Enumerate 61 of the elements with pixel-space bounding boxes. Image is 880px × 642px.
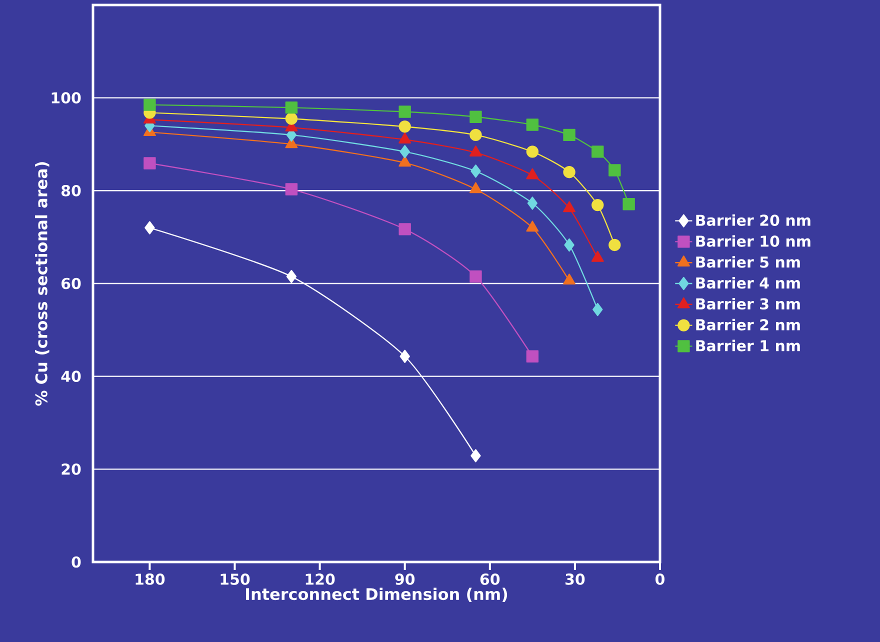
point xyxy=(469,182,482,194)
point xyxy=(563,201,576,212)
legend-label: Barrier 1 nm xyxy=(696,340,800,352)
point xyxy=(470,164,481,178)
point xyxy=(526,168,539,180)
point xyxy=(398,132,412,144)
point xyxy=(564,238,574,252)
legend-label: Barrier 4 nm xyxy=(696,277,800,289)
point xyxy=(563,128,576,142)
point xyxy=(286,270,297,284)
point xyxy=(285,183,298,196)
point xyxy=(470,128,482,142)
point xyxy=(144,98,156,111)
point xyxy=(144,157,156,170)
point xyxy=(591,250,604,262)
point xyxy=(622,198,635,210)
point xyxy=(527,196,538,210)
point xyxy=(608,164,621,176)
y-tick-label: 0 xyxy=(72,556,81,568)
point xyxy=(469,146,482,156)
point xyxy=(526,118,539,131)
y-tick-label: 60 xyxy=(62,278,81,290)
point xyxy=(563,274,576,285)
point xyxy=(285,101,298,114)
point xyxy=(526,146,539,158)
x-tick-label: 120 xyxy=(306,574,335,585)
point xyxy=(398,156,412,167)
point xyxy=(470,270,482,283)
point xyxy=(592,146,604,158)
point xyxy=(398,120,411,133)
legend-label: Barrier 10 nm xyxy=(696,235,810,247)
y-tick-label: 20 xyxy=(62,463,81,475)
point xyxy=(592,198,604,212)
x-tick-label: 30 xyxy=(566,574,585,585)
y-tick-label: 100 xyxy=(52,92,81,104)
point xyxy=(398,223,411,236)
point xyxy=(144,221,155,234)
legend-label: Barrier 20 nm xyxy=(696,214,810,226)
legend-label: Barrier 2 nm xyxy=(696,318,800,330)
x-tick-label: 90 xyxy=(395,574,415,585)
y-axis-title: % Cu (cross sectional area) xyxy=(35,162,50,406)
x-tick-label: 60 xyxy=(480,574,500,585)
point xyxy=(400,350,410,363)
point xyxy=(608,238,621,252)
legend-label: Barrier 5 nm xyxy=(696,256,800,268)
point xyxy=(526,220,539,232)
point xyxy=(400,145,410,158)
point xyxy=(563,166,576,178)
point xyxy=(592,302,603,316)
point xyxy=(526,350,539,362)
x-tick-label: 150 xyxy=(220,574,250,585)
legend-label: Barrier 3 nm xyxy=(696,298,800,310)
y-tick-label: 40 xyxy=(61,370,81,382)
point xyxy=(285,112,298,125)
x-tick-label: 0 xyxy=(656,574,664,585)
x-axis-title: Interconnect Dimension (nm) xyxy=(246,588,508,602)
point xyxy=(398,106,411,118)
x-tick-label: 180 xyxy=(136,574,165,585)
point xyxy=(470,449,481,462)
point xyxy=(470,110,482,123)
y-tick-label: 80 xyxy=(61,184,81,196)
